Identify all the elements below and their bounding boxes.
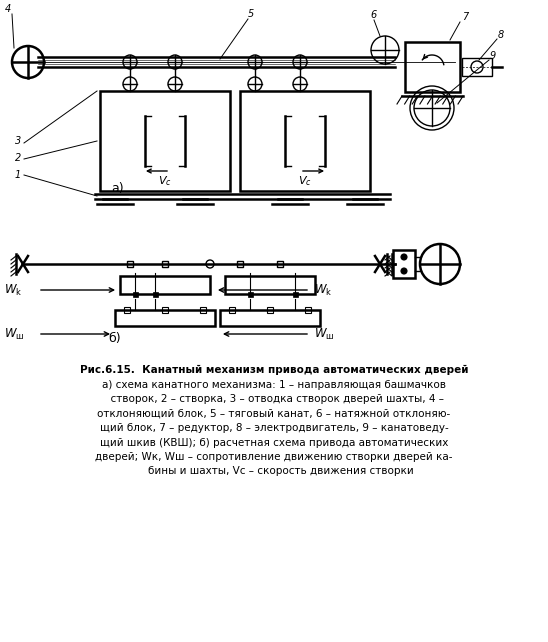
Text: 8: 8 xyxy=(498,30,504,40)
Text: $W_\mathsf{ш}$: $W_\mathsf{ш}$ xyxy=(4,326,25,342)
Bar xyxy=(225,276,315,294)
Text: 9: 9 xyxy=(490,51,496,61)
Bar xyxy=(237,261,243,267)
Text: створок, 2 – створка, 3 – отводка створок дверей шахты, 4 –: створок, 2 – створка, 3 – отводка створо… xyxy=(104,394,444,404)
Text: щий шкив (КВШ); б) расчетная схема привода автоматических: щий шкив (КВШ); б) расчетная схема приво… xyxy=(100,437,448,447)
Text: $V_c$: $V_c$ xyxy=(158,174,172,188)
Text: $W_\mathsf{k}$: $W_\mathsf{k}$ xyxy=(4,282,22,297)
Bar xyxy=(393,250,415,278)
Text: 2: 2 xyxy=(15,153,21,163)
Bar xyxy=(267,307,273,313)
Text: 6: 6 xyxy=(370,10,376,20)
Text: дверей; Wк, Wш – сопротивление движению створки дверей ка-: дверей; Wк, Wш – сопротивление движению … xyxy=(95,452,453,462)
Text: а): а) xyxy=(112,182,124,195)
Bar xyxy=(153,292,158,297)
Text: отклоняющий блок, 5 – тяговый канат, 6 – натяжной отклоняю-: отклоняющий блок, 5 – тяговый канат, 6 –… xyxy=(98,408,450,419)
Text: 3: 3 xyxy=(15,136,21,146)
Text: Рис.6.15.  Канатный механизм привода автоматических дверей: Рис.6.15. Канатный механизм привода авто… xyxy=(80,365,468,375)
Text: $V_c$: $V_c$ xyxy=(298,174,312,188)
Bar xyxy=(162,261,168,267)
Bar xyxy=(462,58,492,76)
Text: 7: 7 xyxy=(462,12,468,22)
Bar xyxy=(124,307,130,313)
Circle shape xyxy=(401,268,407,274)
Bar xyxy=(200,307,206,313)
Bar xyxy=(305,307,311,313)
Bar xyxy=(405,42,460,92)
Text: б): б) xyxy=(109,332,121,345)
Text: $W_\mathsf{ш}$: $W_\mathsf{ш}$ xyxy=(314,326,334,342)
Text: 1: 1 xyxy=(15,170,21,180)
Text: щий блок, 7 – редуктор, 8 – электродвигатель, 9 – канатоведу-: щий блок, 7 – редуктор, 8 – электродвига… xyxy=(100,423,448,433)
Bar xyxy=(100,91,230,191)
Bar xyxy=(162,307,168,313)
Bar xyxy=(240,91,370,191)
Bar xyxy=(277,261,283,267)
Bar xyxy=(248,292,253,297)
Bar xyxy=(229,307,235,313)
Text: а) схема канатного механизма: 1 – направляющая башмачков: а) схема канатного механизма: 1 – направ… xyxy=(102,379,446,390)
Bar xyxy=(133,292,138,297)
Bar xyxy=(127,261,133,267)
Bar xyxy=(220,310,320,326)
Text: бины и шахты, Vс – скорость движения створки: бины и шахты, Vс – скорость движения ств… xyxy=(135,467,413,476)
Bar xyxy=(293,292,298,297)
Text: 4: 4 xyxy=(5,4,11,14)
Text: 5: 5 xyxy=(248,9,254,19)
Bar xyxy=(115,310,215,326)
Bar xyxy=(120,276,210,294)
Text: $W_\mathsf{k}$: $W_\mathsf{k}$ xyxy=(314,282,333,297)
Circle shape xyxy=(401,254,407,260)
